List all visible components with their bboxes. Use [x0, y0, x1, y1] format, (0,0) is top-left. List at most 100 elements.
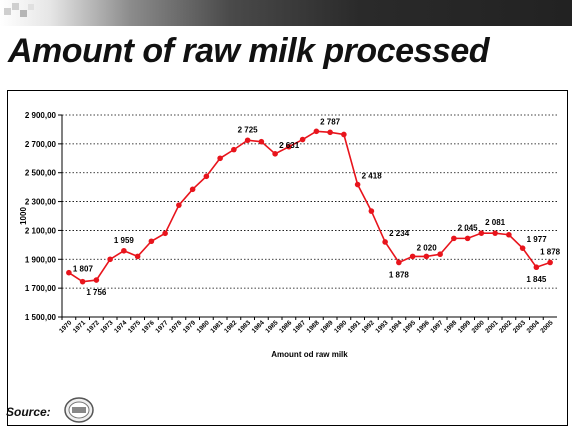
data-point	[244, 137, 251, 144]
data-label: 2 725	[238, 125, 259, 134]
x-tick-label: 1993	[374, 319, 389, 334]
data-point	[121, 247, 127, 254]
x-tick-label: 2000	[471, 319, 486, 334]
data-label: 2 418	[362, 172, 383, 181]
data-point	[547, 259, 553, 266]
x-tick-label: 2003	[512, 319, 527, 334]
data-point	[93, 277, 100, 283]
decor-square	[12, 3, 19, 10]
x-tick-label: 2004	[526, 319, 541, 334]
decor-square	[20, 10, 27, 17]
x-tick-label: 1992	[361, 319, 376, 334]
x-tick-label: 1970	[58, 319, 73, 334]
data-point	[341, 131, 347, 138]
page-title: Amount of raw milk processed	[8, 32, 490, 70]
data-point	[286, 143, 292, 150]
x-tick-label: 1994	[388, 319, 403, 334]
data-label: 1 878	[540, 247, 561, 256]
data-point	[66, 269, 72, 276]
decor-square	[28, 4, 34, 10]
x-axis-title: Amount od raw milk	[271, 350, 348, 359]
data-label: 2 787	[320, 117, 341, 126]
data-point	[203, 173, 210, 180]
x-tick-label: 1971	[72, 319, 87, 334]
data-point	[258, 138, 265, 145]
source-label: Source:	[6, 405, 51, 419]
data-point	[519, 245, 526, 251]
data-point	[437, 251, 443, 258]
data-point	[464, 235, 471, 242]
y-tick-label: 1 900,00	[25, 255, 57, 264]
decor-square	[4, 8, 11, 15]
y-tick-label: 2 700,00	[25, 140, 57, 149]
x-tick-label: 1983	[237, 319, 252, 334]
y-tick-label: 2 300,00	[25, 198, 57, 207]
x-tick-label: 1972	[86, 319, 101, 334]
x-tick-label: 1996	[416, 319, 431, 334]
y-tick-label: 1 500,00	[25, 313, 57, 322]
data-point	[299, 136, 306, 143]
data-point	[492, 230, 498, 236]
data-point	[107, 256, 113, 263]
data-point	[368, 208, 375, 214]
data-label: 1 977	[527, 235, 548, 244]
y-tick-label: 2 100,00	[25, 226, 57, 235]
data-point	[533, 264, 540, 271]
data-point	[217, 155, 223, 162]
line-chart: 1 500,00 1 700,00 1 900,00 2 100,00 2 300,00…	[19, 111, 561, 359]
data-point	[327, 129, 333, 136]
x-tick-label: 1975	[127, 319, 142, 334]
data-point	[176, 202, 182, 208]
x-tick-label: 1988	[306, 319, 321, 334]
data-point	[423, 253, 430, 260]
data-label: 2 020	[417, 243, 438, 252]
header-bar	[0, 0, 572, 26]
y-tick-label: 1 700,00	[25, 284, 57, 293]
data-point	[382, 239, 388, 245]
x-tick-label: 1991	[347, 319, 362, 334]
data-point	[313, 128, 320, 135]
y-tick-label: 2 500,00	[25, 169, 57, 178]
x-tick-label: 1990	[333, 319, 348, 334]
x-tick-label: 1995	[402, 319, 417, 334]
x-tick-label: 1989	[319, 319, 334, 334]
x-tick-label: 1985	[264, 319, 279, 334]
data-point	[396, 259, 402, 266]
data-point	[162, 230, 168, 237]
x-tick-label: 1999	[457, 319, 472, 334]
x-tick-label: 2005	[539, 319, 554, 334]
data-label: 1 807	[73, 265, 94, 274]
data-point	[451, 235, 457, 242]
x-tick-label: 1979	[182, 319, 197, 334]
chart-frame: 1 500,00 1 700,00 1 900,00 2 100,00 2 300,00…	[7, 90, 568, 426]
data-point	[79, 278, 86, 285]
x-tick-label: 1998	[443, 319, 458, 334]
data-point	[506, 231, 512, 238]
data-point	[272, 151, 278, 157]
y-tick-label: 2 900,00	[25, 111, 57, 120]
x-tick-label: 1978	[168, 319, 183, 334]
data-point	[354, 181, 361, 188]
x-tick-label: 1982	[223, 319, 238, 334]
y-axis-title: 1000	[19, 207, 28, 225]
data-label: 1 845	[526, 275, 547, 284]
data-label: 2 631	[279, 141, 300, 150]
data-point	[148, 238, 155, 245]
x-tick-label: 1980	[196, 319, 211, 334]
data-point	[478, 230, 485, 236]
x-tick-label: 2002	[498, 319, 513, 334]
x-tick-label: 1984	[251, 319, 266, 334]
x-tick-label: 1981	[209, 319, 224, 334]
data-label: 1 756	[86, 288, 107, 297]
x-tick-label: 1986	[278, 319, 293, 334]
company-logo-icon	[64, 397, 94, 423]
x-tick-label: 1987	[292, 319, 307, 334]
x-tick-label: 1977	[154, 319, 169, 334]
x-tick-label: 1974	[113, 319, 128, 334]
data-point	[189, 186, 196, 193]
data-point	[134, 253, 141, 260]
data-point	[409, 253, 416, 260]
data-label: 2 081	[485, 218, 506, 227]
x-tick-label: 1976	[141, 319, 156, 334]
data-label: 2 045	[458, 223, 479, 232]
